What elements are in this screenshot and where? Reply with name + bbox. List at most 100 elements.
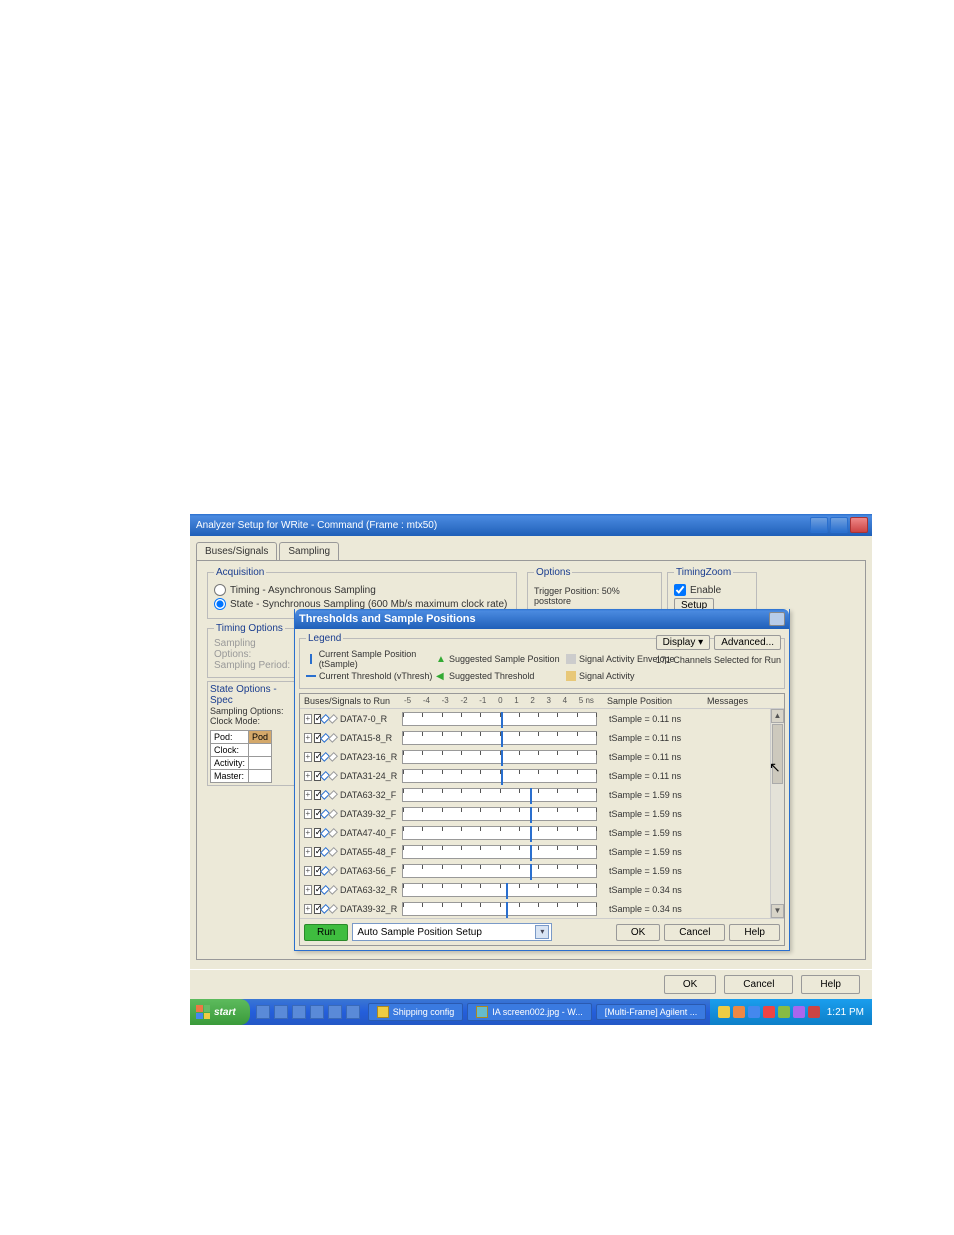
scroll-thumb[interactable] bbox=[772, 724, 783, 784]
signal-chart[interactable] bbox=[402, 864, 597, 878]
signal-name: DATA55-48_F bbox=[340, 847, 402, 857]
ql-icon-5[interactable] bbox=[328, 1005, 342, 1019]
dropdown-arrow-icon[interactable]: ▾ bbox=[535, 925, 549, 939]
sample-marker[interactable] bbox=[501, 712, 503, 728]
dialog-cancel-button[interactable]: Cancel bbox=[664, 924, 725, 941]
ql-icon-1[interactable] bbox=[256, 1005, 270, 1019]
taskbar-item-1[interactable]: Shipping config bbox=[368, 1003, 464, 1021]
auto-sample-dropdown[interactable]: Auto Sample Position Setup ▾ bbox=[352, 923, 552, 941]
scroll-up-arrow[interactable]: ▲ bbox=[771, 709, 784, 723]
tree-expand-icon[interactable]: + bbox=[304, 714, 312, 724]
radio-timing-input[interactable] bbox=[214, 584, 226, 596]
signal-chart[interactable] bbox=[402, 788, 597, 802]
signal-name: DATA23-16_R bbox=[340, 752, 402, 762]
signal-chart[interactable] bbox=[402, 883, 597, 897]
tab-sampling[interactable]: Sampling bbox=[279, 542, 339, 560]
titlebar: Analyzer Setup for WRite - Command (Fram… bbox=[190, 514, 872, 536]
minimize-button[interactable] bbox=[810, 517, 828, 533]
state-options-fieldset: State Options - Spec Sampling Options: C… bbox=[207, 681, 302, 786]
start-button[interactable]: start bbox=[190, 999, 250, 1025]
sample-marker[interactable] bbox=[506, 902, 508, 918]
tree-expand-icon[interactable]: + bbox=[304, 809, 312, 819]
tree-expand-icon[interactable]: + bbox=[304, 752, 312, 762]
signal-name: DATA47-40_F bbox=[340, 828, 402, 838]
signal-name: DATA39-32_R bbox=[340, 904, 402, 914]
close-button[interactable] bbox=[850, 517, 868, 533]
vertical-scrollbar[interactable]: ▲ ▼ bbox=[770, 709, 784, 918]
tray-icon-2[interactable] bbox=[733, 1006, 745, 1018]
ql-icon-3[interactable] bbox=[292, 1005, 306, 1019]
ql-icon-6[interactable] bbox=[346, 1005, 360, 1019]
header-messages: Messages bbox=[707, 696, 780, 706]
sample-marker[interactable] bbox=[501, 769, 503, 785]
tree-expand-icon[interactable]: + bbox=[304, 771, 312, 781]
main-cancel-button[interactable]: Cancel bbox=[724, 975, 793, 994]
tray-icon-5[interactable] bbox=[778, 1006, 790, 1018]
clock-label: Clock: bbox=[211, 744, 249, 757]
radio-state-input[interactable] bbox=[214, 598, 226, 610]
signal-chart[interactable] bbox=[402, 750, 597, 764]
signal-row: +DATA7-0_RtSample = 0.11 ns bbox=[300, 709, 784, 728]
tick-label: 4 bbox=[563, 696, 567, 705]
signal-row: +DATA63-56_FtSample = 1.59 ns bbox=[300, 861, 784, 880]
tree-expand-icon[interactable]: + bbox=[304, 866, 312, 876]
tree-expand-icon[interactable]: + bbox=[304, 904, 312, 914]
tree-expand-icon[interactable]: + bbox=[304, 885, 312, 895]
sample-marker[interactable] bbox=[530, 788, 532, 804]
enable-checkbox[interactable] bbox=[674, 584, 686, 596]
main-help-button[interactable]: Help bbox=[801, 975, 860, 994]
sample-marker[interactable] bbox=[506, 883, 508, 899]
enable-checkbox-row[interactable]: Enable bbox=[674, 584, 750, 596]
main-ok-button[interactable]: OK bbox=[664, 975, 716, 994]
taskbar-item-2[interactable]: IA screen002.jpg - W... bbox=[467, 1003, 592, 1021]
signal-chart[interactable] bbox=[402, 845, 597, 859]
tree-expand-icon[interactable]: + bbox=[304, 828, 312, 838]
signal-name: DATA63-56_F bbox=[340, 866, 402, 876]
bus-cell: +DATA15-8_R bbox=[304, 733, 402, 743]
taskbar-item-3[interactable]: [Multi-Frame] Agilent ... bbox=[596, 1004, 707, 1020]
radio-timing[interactable]: Timing - Asynchronous Sampling bbox=[214, 584, 510, 596]
tray-icon-6[interactable] bbox=[793, 1006, 805, 1018]
ql-icon-4[interactable] bbox=[310, 1005, 324, 1019]
task-label-3: [Multi-Frame] Agilent ... bbox=[605, 1007, 698, 1017]
sample-marker[interactable] bbox=[530, 845, 532, 861]
signal-chart[interactable] bbox=[402, 826, 597, 840]
display-button[interactable]: Display ▾ bbox=[656, 635, 711, 650]
ql-icon-2[interactable] bbox=[274, 1005, 288, 1019]
dialog-title-text: Thresholds and Sample Positions bbox=[299, 613, 476, 625]
scroll-down-arrow[interactable]: ▼ bbox=[771, 904, 784, 918]
sample-marker[interactable] bbox=[530, 864, 532, 880]
sampling-panel: Acquisition Timing - Asynchronous Sampli… bbox=[196, 560, 866, 960]
dialog-ok-button[interactable]: OK bbox=[616, 924, 660, 941]
tray-icon-4[interactable] bbox=[763, 1006, 775, 1018]
signal-chart[interactable] bbox=[402, 731, 597, 745]
run-button[interactable]: Run bbox=[304, 924, 348, 941]
tab-buses-signals[interactable]: Buses/Signals bbox=[196, 542, 277, 560]
signal-chart[interactable] bbox=[402, 712, 597, 726]
signal-chart[interactable] bbox=[402, 807, 597, 821]
signal-chart[interactable] bbox=[402, 902, 597, 916]
signal-row: +DATA63-32_RtSample = 0.34 ns bbox=[300, 880, 784, 899]
sample-marker[interactable] bbox=[501, 750, 503, 766]
sample-marker[interactable] bbox=[530, 826, 532, 842]
tray-icon-3[interactable] bbox=[748, 1006, 760, 1018]
maximize-button[interactable] bbox=[830, 517, 848, 533]
tray-icon-1[interactable] bbox=[718, 1006, 730, 1018]
options-legend: Options bbox=[534, 567, 572, 578]
signal-name: DATA63-32_F bbox=[340, 790, 402, 800]
analyzer-window: Analyzer Setup for WRite - Command (Fram… bbox=[190, 514, 872, 1025]
signal-chart[interactable] bbox=[402, 769, 597, 783]
sample-marker[interactable] bbox=[501, 731, 503, 747]
activity-value bbox=[249, 757, 272, 770]
dialog-close-button[interactable] bbox=[769, 612, 785, 626]
sample-marker[interactable] bbox=[530, 807, 532, 823]
tree-expand-icon[interactable]: + bbox=[304, 790, 312, 800]
header-buses: Buses/Signals to Run bbox=[304, 696, 402, 706]
tick-label: -5 bbox=[404, 696, 411, 705]
tray-icon-7[interactable] bbox=[808, 1006, 820, 1018]
advanced-button[interactable]: Advanced... bbox=[714, 635, 781, 650]
eye-icon-2 bbox=[328, 713, 338, 723]
dialog-help-button[interactable]: Help bbox=[729, 924, 780, 941]
tree-expand-icon[interactable]: + bbox=[304, 847, 312, 857]
tree-expand-icon[interactable]: + bbox=[304, 733, 312, 743]
